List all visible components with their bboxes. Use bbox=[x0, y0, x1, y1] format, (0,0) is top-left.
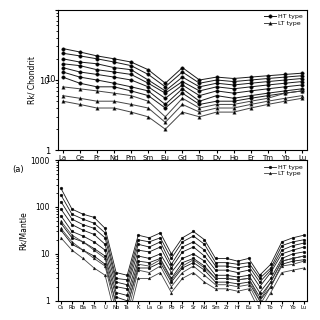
HT type bbox=[78, 50, 82, 54]
HT type bbox=[169, 252, 173, 256]
Legend: HT type, LT type: HT type, LT type bbox=[263, 13, 304, 27]
HT type bbox=[236, 259, 240, 263]
LT type bbox=[103, 257, 107, 260]
HT type bbox=[291, 236, 295, 240]
LT type bbox=[147, 264, 151, 268]
Text: (a): (a) bbox=[13, 164, 24, 173]
LT type bbox=[180, 264, 184, 268]
Text: 10: 10 bbox=[44, 76, 55, 84]
HT type bbox=[300, 71, 304, 75]
HT type bbox=[95, 54, 99, 58]
HT type bbox=[280, 240, 284, 244]
HT type bbox=[61, 47, 65, 51]
HT type bbox=[114, 271, 118, 275]
HT type bbox=[225, 257, 228, 260]
HT type bbox=[232, 76, 236, 80]
LT type bbox=[136, 262, 140, 266]
HT type bbox=[269, 262, 273, 266]
Line: LT type: LT type bbox=[61, 85, 304, 118]
HT type bbox=[136, 233, 140, 237]
HT type bbox=[302, 233, 306, 237]
HT type bbox=[164, 81, 167, 85]
HT type bbox=[249, 75, 253, 79]
LT type bbox=[169, 278, 173, 282]
LT type bbox=[78, 87, 82, 91]
HT type bbox=[70, 207, 74, 211]
HT type bbox=[215, 75, 219, 79]
Y-axis label: Rk/ Chondrit: Rk/ Chondrit bbox=[28, 56, 37, 104]
HT type bbox=[258, 273, 262, 277]
HT type bbox=[197, 78, 201, 82]
LT type bbox=[258, 299, 262, 303]
LT type bbox=[114, 303, 118, 307]
LT type bbox=[269, 280, 273, 284]
HT type bbox=[247, 257, 251, 260]
LT type bbox=[225, 276, 228, 280]
LT type bbox=[59, 219, 63, 223]
HT type bbox=[81, 212, 85, 216]
LT type bbox=[61, 85, 65, 89]
Line: LT type: LT type bbox=[60, 220, 305, 309]
LT type bbox=[129, 94, 133, 98]
LT type bbox=[302, 254, 306, 258]
HT type bbox=[158, 231, 162, 235]
HT type bbox=[146, 68, 150, 72]
LT type bbox=[214, 276, 218, 280]
HT type bbox=[129, 60, 133, 64]
HT type bbox=[92, 215, 96, 219]
HT type bbox=[283, 73, 287, 76]
LT type bbox=[92, 248, 96, 252]
HT type bbox=[103, 227, 107, 230]
HT type bbox=[266, 74, 270, 78]
HT type bbox=[180, 66, 184, 69]
Y-axis label: Rk/Mantle: Rk/Mantle bbox=[19, 211, 28, 250]
Legend: HT type, LT type: HT type, LT type bbox=[263, 163, 304, 178]
Line: HT type: HT type bbox=[60, 187, 305, 277]
LT type bbox=[81, 240, 85, 244]
LT type bbox=[125, 306, 129, 310]
LT type bbox=[300, 89, 304, 93]
HT type bbox=[180, 236, 184, 240]
LT type bbox=[158, 258, 162, 262]
LT type bbox=[146, 99, 150, 103]
LT type bbox=[280, 259, 284, 263]
HT type bbox=[147, 236, 151, 240]
LT type bbox=[215, 102, 219, 106]
LT type bbox=[266, 96, 270, 100]
LT type bbox=[247, 276, 251, 280]
LT type bbox=[249, 99, 253, 103]
LT type bbox=[283, 91, 287, 95]
LT type bbox=[236, 278, 240, 282]
LT type bbox=[70, 233, 74, 237]
LT type bbox=[203, 266, 206, 270]
LT type bbox=[95, 89, 99, 93]
HT type bbox=[59, 186, 63, 190]
HT type bbox=[112, 57, 116, 61]
HT type bbox=[214, 257, 218, 260]
LT type bbox=[232, 102, 236, 106]
LT type bbox=[192, 258, 196, 262]
LT type bbox=[197, 106, 201, 110]
HT type bbox=[125, 273, 129, 277]
LT type bbox=[164, 115, 167, 119]
HT type bbox=[192, 229, 196, 233]
LT type bbox=[291, 257, 295, 260]
LT type bbox=[112, 91, 116, 95]
Line: HT type: HT type bbox=[61, 47, 304, 85]
HT type bbox=[203, 238, 206, 242]
LT type bbox=[180, 96, 184, 100]
